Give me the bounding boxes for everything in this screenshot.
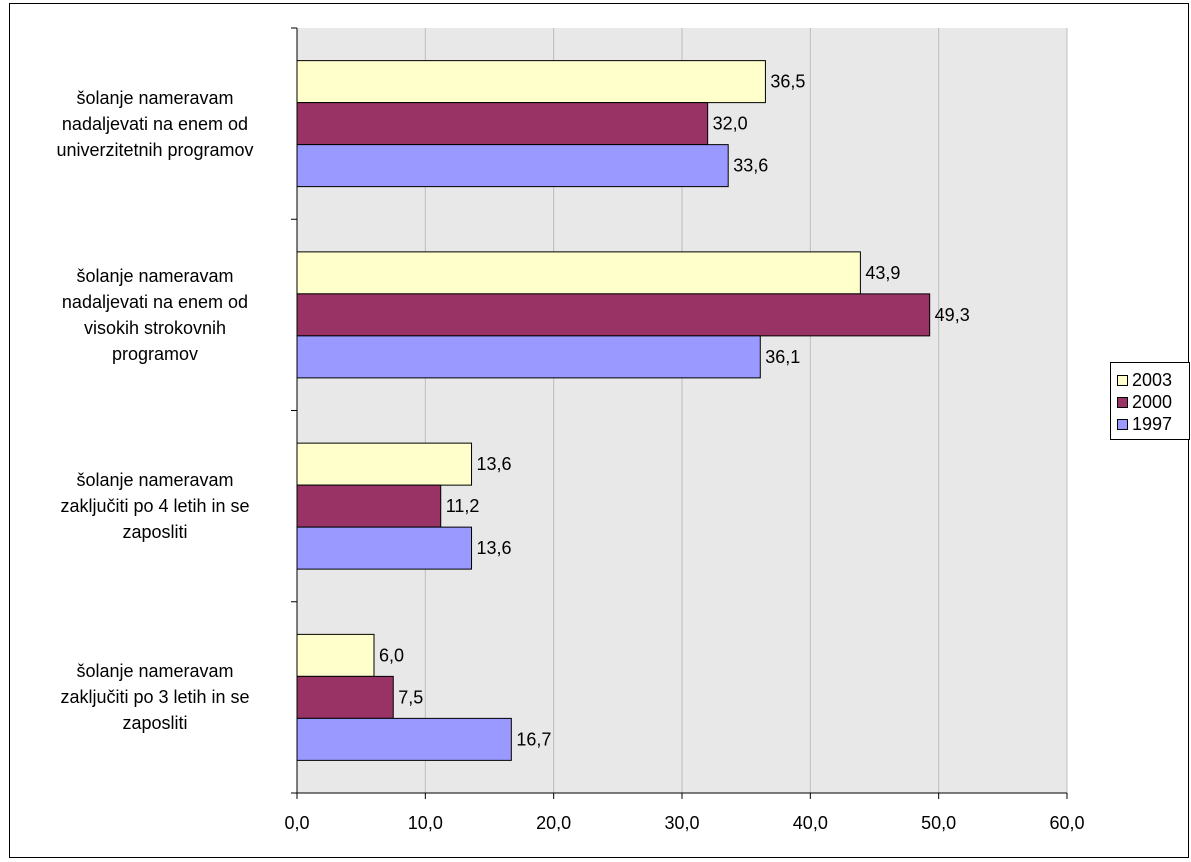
x-tick-label: 20,0 [536,813,571,833]
category-label-line: šolanje nameravam [76,470,234,491]
legend-label-1: 2000 [1132,391,1173,412]
category-label-line: šolanje nameravam [76,661,234,682]
bar [296,717,512,761]
data-label: 36,5 [770,72,805,92]
legend-swatch-1 [1117,396,1128,408]
bar [296,484,442,528]
legend-item-0: 2003 [1117,369,1172,391]
bar [296,442,473,486]
data-label: 36,1 [765,347,800,367]
data-label: 13,6 [477,454,512,474]
bar [296,526,473,570]
x-tick-label: 60,0 [1049,813,1084,833]
category-label-line: nadaljevati na enem od [61,291,249,312]
data-label: 6,0 [379,645,404,665]
bar [296,675,394,719]
legend-swatch-0 [1117,374,1128,386]
category-label: šolanje nameravam nadaljevati na enem od u… [20,85,290,163]
category-label-line: zaključiti po 3 letih in se [60,687,250,708]
data-label: 11,2 [446,496,480,516]
bar [296,60,766,104]
x-tick-label: 30,0 [664,813,699,833]
data-label: 16,7 [516,729,551,749]
x-tick-label: 50,0 [921,813,956,833]
bar [296,144,729,188]
category-label-line: šolanje nameravam [76,87,234,108]
data-label: 33,6 [733,156,768,176]
category-label-line: zaposliti [122,713,188,734]
category-label-line: visokih strokovnih [83,317,227,338]
legend: 2003 2000 1997 [1110,362,1190,440]
bar [296,102,709,146]
x-tick-label: 0,0 [284,813,309,833]
category-label-line: šolanje nameravam [76,265,234,286]
category-label: šolanje nameravam nadaljevati na enem od v… [20,263,290,367]
legend-label-2: 1997 [1132,413,1173,434]
bar [296,293,931,337]
legend-swatch-2 [1117,418,1128,430]
legend-item-2: 1997 [1117,413,1172,435]
data-label: 43,9 [865,263,900,283]
x-tick-label: 10,0 [408,813,443,833]
category-label-line: programov [111,343,199,364]
x-tick-label: 40,0 [793,813,828,833]
category-label-line: nadaljevati na enem od [61,113,249,134]
category-label-line: zaposliti [122,522,188,543]
category-label: šolanje nameravam zaključiti po 4 letih i… [20,467,290,545]
data-label: 13,6 [477,538,512,558]
bar [296,335,761,379]
data-label: 7,5 [398,687,423,707]
bar [296,633,375,677]
category-label-line: univerzitetnih programov [56,139,254,160]
legend-item-1: 2000 [1117,391,1172,413]
category-label: šolanje nameravam zaključiti po 3 letih i… [20,658,290,736]
legend-label-0: 2003 [1132,369,1173,390]
data-label: 32,0 [713,114,748,134]
category-label-line: zaključiti po 4 letih in se [60,496,250,517]
data-label: 49,3 [935,305,970,325]
bar [296,251,861,295]
